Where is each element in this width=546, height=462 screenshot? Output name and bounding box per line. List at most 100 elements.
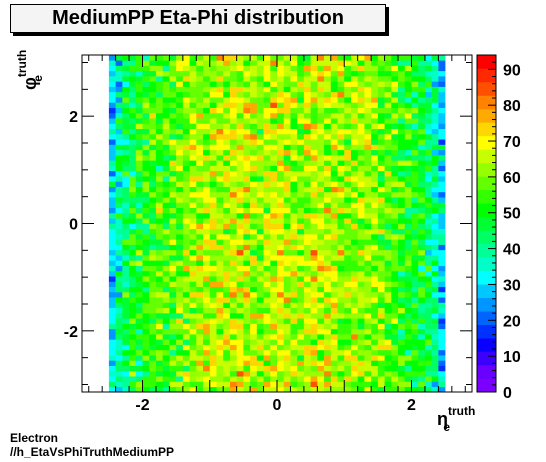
heatmap-cell xyxy=(162,297,170,303)
heatmap-cell xyxy=(357,339,365,345)
heatmap-cell xyxy=(290,239,298,245)
heatmap-cell xyxy=(162,249,170,256)
heatmap-cell xyxy=(236,149,244,156)
heatmap-cell xyxy=(411,139,419,145)
heatmap-cell xyxy=(377,281,385,287)
heatmap-cell xyxy=(155,302,163,309)
heatmap-cell xyxy=(129,218,137,224)
heatmap-cell xyxy=(371,133,379,140)
heatmap-cell xyxy=(404,239,412,245)
heatmap-cell xyxy=(182,91,190,98)
heatmap-cell xyxy=(209,223,217,230)
heatmap-cell xyxy=(398,197,406,203)
colorbar-frame xyxy=(476,54,497,393)
heatmap-cell xyxy=(398,207,406,214)
heatmap-cell xyxy=(350,365,358,372)
heatmap-cell xyxy=(438,133,446,140)
heatmap-cell xyxy=(236,376,244,382)
heatmap-cell xyxy=(243,70,251,77)
heatmap-cell xyxy=(115,160,123,166)
heatmap-cell xyxy=(256,265,264,272)
heatmap-cell xyxy=(250,55,258,61)
heatmap-cell xyxy=(357,291,365,298)
heatmap-cell xyxy=(317,60,325,66)
heatmap-cell xyxy=(189,281,197,287)
heatmap-cell xyxy=(424,339,432,345)
heatmap-cell xyxy=(424,265,432,272)
heatmap-cell xyxy=(391,334,399,340)
heatmap-cell xyxy=(142,365,150,372)
heatmap-cell xyxy=(377,160,385,166)
heatmap-cell xyxy=(317,155,325,161)
heatmap-cell xyxy=(250,349,258,356)
heatmap-cell xyxy=(223,149,231,156)
heatmap-cell xyxy=(364,123,372,130)
heatmap-cell xyxy=(149,123,157,130)
heatmap-cell xyxy=(424,55,432,61)
heatmap-cell xyxy=(357,197,365,203)
heatmap-cell xyxy=(155,376,163,382)
heatmap-cell xyxy=(384,186,392,193)
heatmap-cell xyxy=(209,281,217,287)
heatmap-cell xyxy=(216,55,224,61)
heatmap-cell xyxy=(135,97,143,103)
heatmap-cell xyxy=(263,102,271,108)
heatmap-cell xyxy=(169,360,177,366)
heatmap-cell xyxy=(115,244,123,251)
heatmap-cell xyxy=(337,176,345,182)
heatmap-cell xyxy=(411,360,419,366)
heatmap-cell xyxy=(243,155,251,161)
heatmap-cell xyxy=(317,81,325,87)
heatmap-cell xyxy=(337,307,345,314)
heatmap-cell xyxy=(303,123,311,130)
heatmap-cell xyxy=(122,128,130,135)
heatmap-cell xyxy=(438,281,446,287)
heatmap-cell xyxy=(303,349,311,356)
heatmap-cell xyxy=(398,212,406,219)
heatmap-cell xyxy=(283,118,291,124)
heatmap-cell xyxy=(229,223,237,230)
heatmap-cell xyxy=(350,102,358,108)
heatmap-cell xyxy=(324,202,332,209)
heatmap-cell xyxy=(115,133,123,140)
heatmap-cell xyxy=(290,234,298,240)
heatmap-cell xyxy=(149,260,157,266)
heatmap-cell xyxy=(418,260,426,266)
heatmap-cell xyxy=(169,334,177,340)
heatmap-cell xyxy=(357,76,365,82)
heatmap-cell xyxy=(108,128,116,135)
heatmap-cell xyxy=(357,207,365,214)
heatmap-cell xyxy=(324,239,332,245)
heatmap-cell xyxy=(108,149,116,156)
heatmap-cell xyxy=(209,123,217,130)
heatmap-cell xyxy=(108,244,116,251)
heatmap-cell xyxy=(216,176,224,182)
heatmap-cell xyxy=(149,218,157,224)
heatmap-cell xyxy=(371,328,379,335)
heatmap-cell xyxy=(277,249,285,256)
heatmap-cell xyxy=(431,291,439,298)
heatmap-cell xyxy=(297,202,305,209)
heatmap-cell xyxy=(250,191,258,198)
heatmap-cell xyxy=(330,139,338,145)
heatmap-cell xyxy=(277,381,285,388)
heatmap-cell xyxy=(176,234,184,240)
heatmap-cell xyxy=(270,302,278,309)
heatmap-cell xyxy=(189,255,197,261)
heatmap-cell xyxy=(108,133,116,140)
heatmap-cell xyxy=(418,139,426,145)
heatmap-cell xyxy=(155,365,163,372)
heatmap-cell xyxy=(196,239,204,245)
heatmap-cell xyxy=(250,302,258,309)
heatmap-cell xyxy=(357,202,365,209)
heatmap-cell xyxy=(283,339,291,345)
heatmap-cell xyxy=(256,328,264,335)
heatmap-cell xyxy=(108,181,116,187)
heatmap-cell xyxy=(196,60,204,66)
heatmap-cell xyxy=(182,191,190,198)
heatmap-cell xyxy=(424,270,432,277)
heatmap-cell xyxy=(283,170,291,177)
heatmap-cell xyxy=(404,355,412,361)
heatmap-cell xyxy=(310,355,318,361)
heatmap-cell xyxy=(149,65,157,72)
